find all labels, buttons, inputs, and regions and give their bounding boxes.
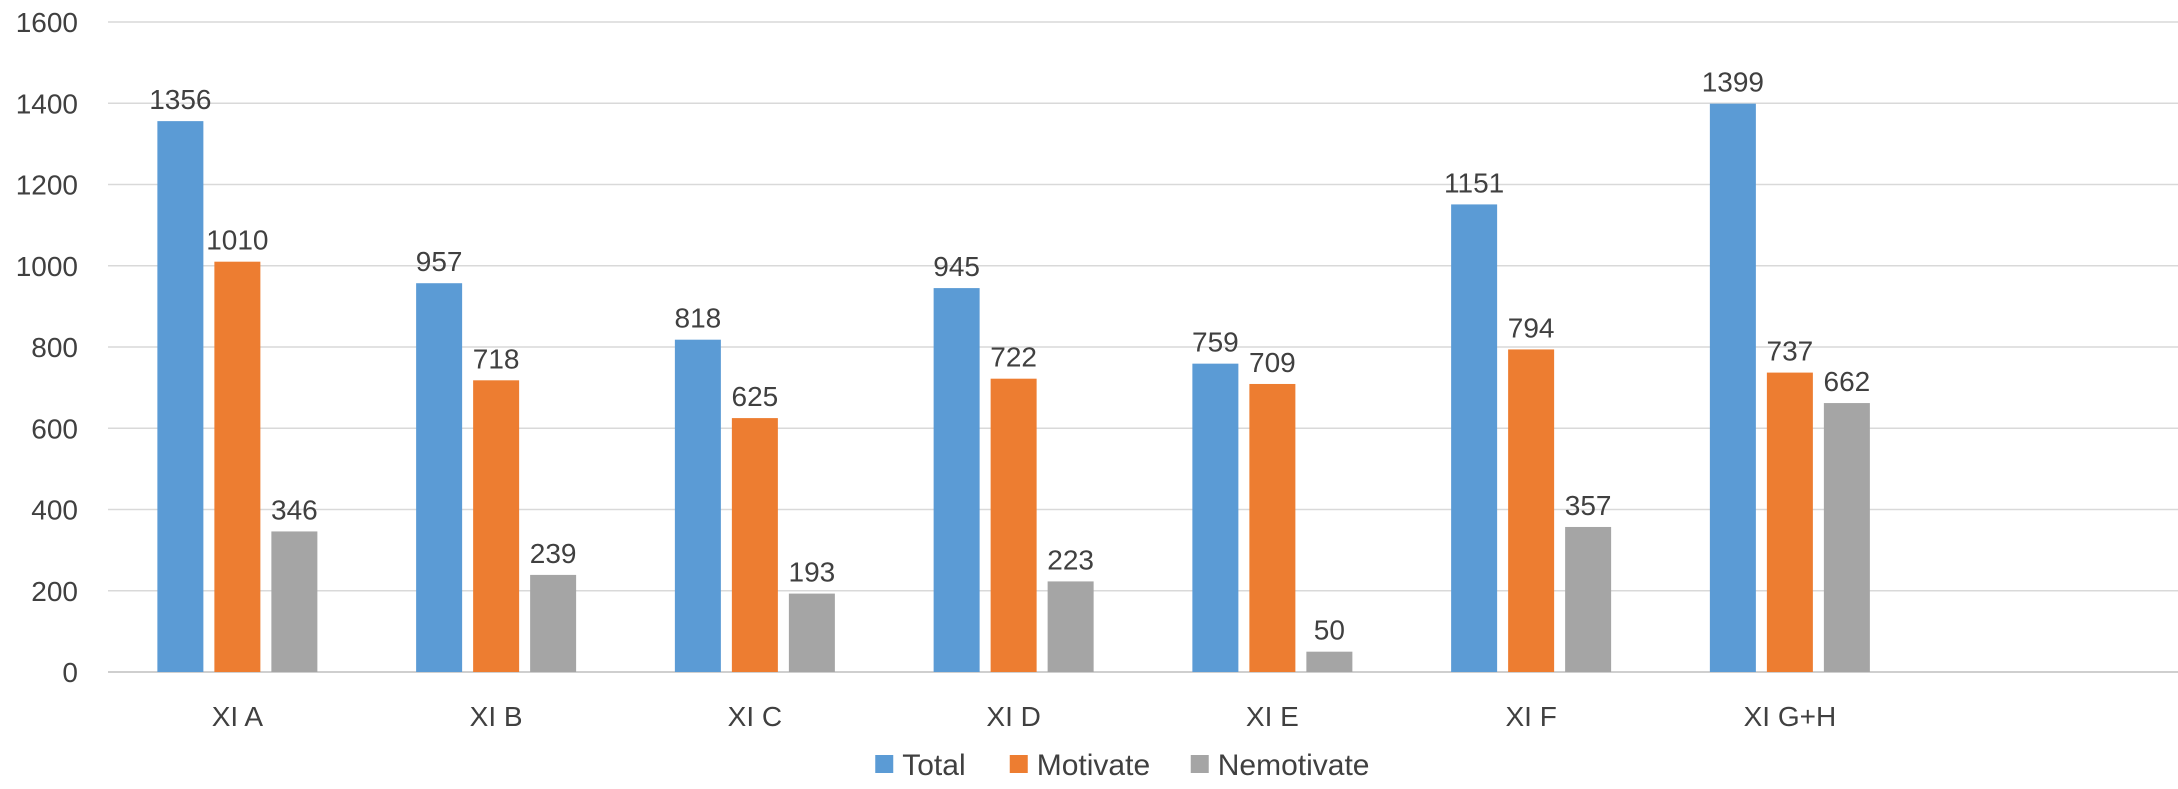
data-label-total-xi-d: 945 <box>933 251 980 282</box>
bar-nemotivate-xi-c <box>788 593 835 672</box>
data-label-motivate-xi-b: 718 <box>473 343 520 374</box>
y-tick-label: 1000 <box>16 251 78 282</box>
bar-motivate-xi-d <box>990 378 1037 672</box>
legend-label-motivate: Motivate <box>1037 749 1150 782</box>
bar-motivate-xi-c <box>731 418 778 672</box>
bar-nemotivate-xi-f <box>1565 526 1612 672</box>
data-label-nemotivate-xi-a: 346 <box>271 494 318 525</box>
data-label-motivate-xi-a: 1010 <box>206 225 268 256</box>
bar-nemotivate-xi-d <box>1047 581 1094 672</box>
legend-swatch-nemotivate <box>1190 755 1209 773</box>
legend-item-nemotivate: Nemotivate <box>1190 749 1370 782</box>
data-label-total-xi-g-h: 1399 <box>1702 67 1764 98</box>
category-label-xi-g-h: XI G+H <box>1744 701 1837 732</box>
bar-total-xi-d <box>933 288 980 672</box>
data-label-nemotivate-xi-f: 357 <box>1565 490 1612 521</box>
data-label-motivate-xi-d: 722 <box>990 342 1037 373</box>
bar-nemotivate-xi-g-h <box>1823 403 1870 672</box>
category-label-xi-d: XI D <box>986 701 1040 732</box>
data-label-nemotivate-xi-b: 239 <box>530 538 577 569</box>
data-label-nemotivate-xi-g-h: 662 <box>1824 366 1871 397</box>
legend-item-motivate: Motivate <box>1009 749 1150 782</box>
bar-motivate-xi-a <box>214 261 261 672</box>
bar-motivate-xi-f <box>1508 349 1555 672</box>
legend-label-total: Total <box>902 749 965 782</box>
data-label-total-xi-e: 759 <box>1192 327 1239 358</box>
data-label-motivate-xi-g-h: 737 <box>1767 336 1814 367</box>
data-label-nemotivate-xi-c: 193 <box>789 557 836 588</box>
legend-swatch-total <box>875 755 894 773</box>
bar-nemotivate-xi-e <box>1306 651 1353 672</box>
legend-item-total: Total <box>875 749 966 782</box>
bar-motivate-xi-g-h <box>1766 372 1813 672</box>
bar-nemotivate-xi-a <box>271 531 318 672</box>
y-tick-label: 1400 <box>16 88 78 119</box>
y-tick-label: 400 <box>31 495 78 526</box>
data-label-nemotivate-xi-d: 223 <box>1047 544 1094 575</box>
legend: Total Motivate Nemotivate <box>875 749 1369 782</box>
data-label-total-xi-f: 1151 <box>1444 167 1504 198</box>
y-axis-ticks: 0 200 400 600 800 1000 1200 1400 1600 <box>16 7 78 688</box>
bar-total-xi-c <box>674 339 721 672</box>
data-label-total-xi-c: 818 <box>675 303 722 334</box>
category-label-xi-b: XI B <box>470 701 523 732</box>
y-tick-label: 0 <box>62 657 78 688</box>
data-label-motivate-xi-f: 794 <box>1508 312 1555 343</box>
y-tick-label: 800 <box>31 332 78 363</box>
data-label-motivate-xi-c: 625 <box>732 381 779 412</box>
bar-total-xi-e <box>1192 363 1239 672</box>
bars <box>157 103 1870 672</box>
category-label-xi-f: XI F <box>1505 701 1556 732</box>
data-label-motivate-xi-e: 709 <box>1249 347 1296 378</box>
y-tick-label: 1600 <box>16 7 78 38</box>
bar-motivate-xi-e <box>1249 383 1296 672</box>
bar-motivate-xi-b <box>473 380 520 672</box>
bar-total-xi-b <box>416 283 463 672</box>
legend-swatch-motivate <box>1009 755 1028 773</box>
y-tick-label: 200 <box>31 576 78 607</box>
y-tick-label: 1200 <box>16 170 78 201</box>
bar-total-xi-f <box>1451 204 1498 672</box>
legend-label-nemotivate: Nemotivate <box>1218 749 1370 782</box>
bar-total-xi-g-h <box>1709 103 1756 672</box>
data-labels: 1356 1010 346 957 718 239 818 625 193 945 722 223 75… <box>149 67 1870 646</box>
data-label-total-xi-b: 957 <box>416 246 463 277</box>
data-label-total-xi-a: 1356 <box>149 84 211 115</box>
x-axis-categories: XI A XI B XI C XI D XI E XI F XI G+H <box>212 701 1836 732</box>
bar-nemotivate-xi-b <box>530 574 577 672</box>
category-label-xi-c: XI C <box>728 701 782 732</box>
y-tick-label: 600 <box>31 413 78 444</box>
data-label-nemotivate-xi-e: 50 <box>1314 615 1345 646</box>
category-label-xi-a: XI A <box>212 701 264 732</box>
category-label-xi-e: XI E <box>1246 701 1299 732</box>
bar-total-xi-a <box>157 121 204 672</box>
